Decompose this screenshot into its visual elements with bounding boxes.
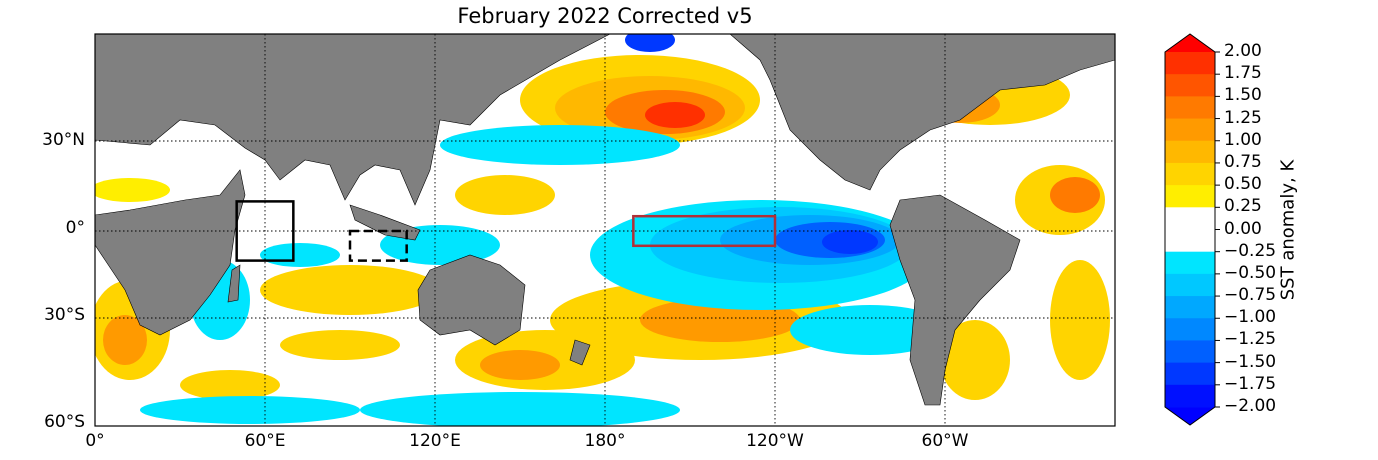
region-box-0 bbox=[235, 200, 295, 262]
xtick-0: 0° bbox=[85, 431, 105, 451]
colorbar-label: −0.25 bbox=[1224, 240, 1277, 261]
australia-land bbox=[417, 254, 526, 346]
eurasia-land bbox=[95, 34, 611, 206]
colorbar-label: −2.00 bbox=[1224, 396, 1277, 416]
region-box-1 bbox=[348, 229, 408, 262]
new-zealand-land bbox=[569, 339, 591, 366]
north-america-land bbox=[729, 34, 1115, 191]
colorbar-label: −1.75 bbox=[1224, 373, 1277, 394]
colorbar-segment bbox=[1165, 185, 1215, 208]
xtick-120e: 120°E bbox=[409, 431, 461, 451]
region-boxes bbox=[235, 200, 777, 262]
colorbar-label: 1.50 bbox=[1224, 85, 1262, 106]
colorbar-label: 0.00 bbox=[1224, 218, 1262, 239]
colorbar-segment bbox=[1165, 296, 1215, 319]
map-frame bbox=[94, 33, 1116, 427]
colorbar-extend-max bbox=[1165, 34, 1215, 52]
ytick-equator: 0° bbox=[65, 218, 85, 238]
colorbar-label: 0.50 bbox=[1224, 174, 1262, 195]
colorbar-label: −0.50 bbox=[1224, 262, 1277, 283]
ytick-30n: 30°N bbox=[42, 130, 85, 150]
xtick-60w: 60°W bbox=[921, 431, 969, 451]
land-masses bbox=[95, 34, 1115, 406]
colorbar-label: 0.25 bbox=[1224, 196, 1262, 217]
colorbar-segment bbox=[1165, 384, 1215, 408]
xtick-180: 180° bbox=[584, 431, 626, 451]
xtick-60e: 60°E bbox=[244, 431, 286, 451]
colorbar-segment bbox=[1165, 273, 1215, 297]
colorbar-segment bbox=[1165, 362, 1215, 386]
colorbar-label: 2.00 bbox=[1224, 41, 1262, 61]
colorbar-segment bbox=[1165, 118, 1215, 142]
region-box-2 bbox=[632, 214, 777, 248]
map-title: February 2022 Corrected v5 bbox=[457, 4, 753, 28]
colorbar-segment bbox=[1165, 74, 1215, 97]
colorbar-segment bbox=[1165, 52, 1215, 75]
cool-anomaly-patches bbox=[140, 34, 950, 426]
ytick-60s: 60°S bbox=[44, 412, 85, 432]
madagascar-land bbox=[227, 264, 241, 303]
colorbar-segment bbox=[1165, 207, 1215, 230]
colorbar-segment bbox=[1165, 162, 1215, 186]
colorbar-label: −1.00 bbox=[1224, 307, 1277, 328]
colorbar-label: −1.50 bbox=[1224, 351, 1277, 372]
colorbar-segment bbox=[1165, 318, 1215, 341]
colorbar-label: 1.75 bbox=[1224, 63, 1262, 84]
indonesia-land bbox=[349, 204, 421, 241]
colorbar-title: SST anomaly, K bbox=[1277, 159, 1299, 301]
ytick-30s: 30°S bbox=[44, 305, 85, 325]
colorbar-segment bbox=[1165, 140, 1215, 164]
colorbar-label: 1.25 bbox=[1224, 107, 1262, 128]
xtick-120w: 120°W bbox=[746, 431, 804, 451]
africa-land bbox=[95, 169, 246, 336]
colorbar-label: 0.75 bbox=[1224, 151, 1262, 172]
colorbar-segment bbox=[1165, 229, 1215, 253]
colorbar-segment bbox=[1165, 96, 1215, 120]
colorbar-label: 1.00 bbox=[1224, 129, 1262, 150]
colorbar-label: −1.25 bbox=[1224, 329, 1277, 350]
colorbar-segment bbox=[1165, 340, 1215, 364]
colorbar-label: −0.75 bbox=[1224, 285, 1277, 306]
colorbar-extend-min bbox=[1165, 407, 1215, 425]
colorbar-segment bbox=[1165, 251, 1215, 275]
